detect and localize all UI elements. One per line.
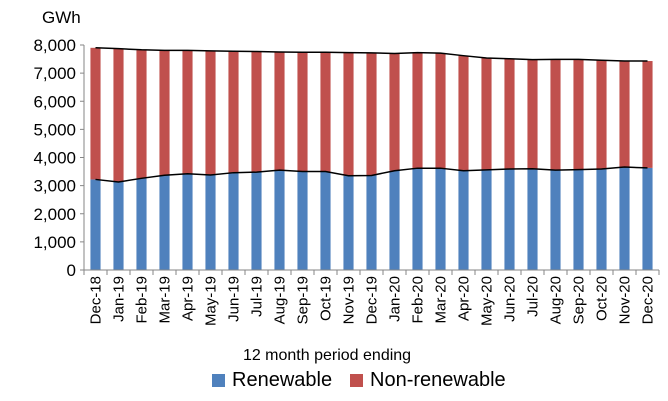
bar-non-renewable: [205, 50, 216, 175]
bar-renewable: [527, 168, 538, 270]
legend: Renewable Non-renewable: [212, 369, 506, 391]
bar-renewable: [573, 169, 584, 270]
x-tick-label: Aug-19: [272, 276, 289, 324]
y-tick-label: 2,000: [33, 205, 76, 224]
y-tick-label: 5,000: [33, 120, 76, 139]
x-axis-ticks: Dec-18 Jan-19 Feb-19 Mar-19 Apr-19 May-19 Jun-…: [83, 270, 660, 326]
bar-renewable: [412, 168, 423, 270]
x-tick-label: Dec-19: [364, 276, 381, 324]
x-tick-label: Dec-20: [640, 276, 657, 324]
bar-non-renewable: [527, 59, 538, 169]
legend-swatch: [350, 374, 363, 387]
y-tick-label: 3,000: [33, 177, 76, 196]
bar-renewable: [458, 170, 469, 270]
bar-renewable: [366, 175, 377, 270]
x-tick-label: Oct-19: [318, 276, 335, 321]
x-tick-label: Apr-19: [180, 276, 197, 321]
bars: [90, 47, 653, 270]
bar-renewable: [435, 168, 446, 270]
bar-non-renewable: [343, 52, 354, 176]
bar-renewable: [596, 169, 607, 270]
x-tick-label: Sep-20: [571, 276, 588, 324]
x-tick-label: Nov-19: [341, 276, 358, 324]
x-tick-label: Jul-20: [525, 276, 542, 317]
bar-non-renewable: [159, 50, 170, 176]
bar-non-renewable: [642, 61, 653, 168]
x-tick-label: Dec-18: [88, 276, 105, 324]
bar-renewable: [182, 173, 193, 270]
bar-renewable: [320, 171, 331, 270]
trend-lines: [95, 47, 648, 183]
x-tick-label: Jan-19: [111, 276, 128, 322]
x-tick-label: May-19: [203, 276, 220, 326]
x-tick-label: Mar-20: [433, 276, 450, 324]
x-tick-label: Jul-19: [249, 276, 266, 317]
bar-renewable: [297, 171, 308, 270]
bar-renewable: [343, 175, 354, 270]
bar-non-renewable: [435, 53, 446, 169]
bar-non-renewable: [619, 61, 630, 168]
x-axis-title: 12 month period ending: [243, 347, 411, 364]
x-tick-label: Jun-19: [226, 276, 243, 322]
bar-non-renewable: [550, 59, 561, 171]
bar-renewable: [389, 170, 400, 270]
bar-non-renewable: [113, 48, 124, 182]
bar-non-renewable: [504, 58, 515, 170]
bar-non-renewable: [596, 60, 607, 170]
bar-renewable: [642, 167, 653, 270]
x-tick-label: Jun-20: [502, 276, 519, 322]
bar-non-renewable: [297, 52, 308, 172]
bar-non-renewable: [274, 52, 285, 171]
x-tick-label: Sep-19: [295, 276, 312, 324]
bar-renewable: [251, 172, 262, 270]
x-tick-label: Oct-20: [594, 276, 611, 321]
x-tick-label: Mar-19: [157, 276, 174, 324]
bar-non-renewable: [481, 57, 492, 170]
legend-swatch: [212, 374, 225, 387]
y-unit-label: GWh: [42, 8, 81, 27]
y-tick-label: 7,000: [33, 64, 76, 83]
x-tick-label: Apr-20: [456, 276, 473, 321]
bar-renewable: [228, 172, 239, 270]
bar-non-renewable: [90, 47, 101, 180]
y-tick-label: 4,000: [33, 149, 76, 168]
y-tick-label: 1,000: [33, 233, 76, 252]
bar-renewable: [90, 179, 101, 270]
bar-renewable: [274, 170, 285, 270]
y-tick-label: 6,000: [33, 92, 76, 111]
x-tick-label: Aug-20: [548, 276, 565, 324]
legend-label: Renewable: [232, 369, 332, 391]
y-tick-label: 8,000: [33, 36, 76, 55]
x-tick-label: Feb-20: [410, 276, 427, 324]
bar-renewable: [550, 170, 561, 270]
bar-non-renewable: [389, 53, 400, 171]
y-tick-label: 0: [67, 261, 76, 280]
bar-non-renewable: [228, 51, 239, 173]
y-axis-ticks: 0 1,000 2,000 3,000 4,000 5,000 6,000 7,000 8,00…: [33, 36, 84, 280]
x-tick-label: Jan-20: [387, 276, 404, 322]
bar-non-renewable: [251, 51, 262, 173]
bar-non-renewable: [573, 59, 584, 170]
bar-renewable: [481, 169, 492, 270]
bar-non-renewable: [366, 52, 377, 176]
bar-renewable: [136, 178, 147, 270]
bar-non-renewable: [136, 49, 147, 179]
bar-non-renewable: [320, 52, 331, 172]
bar-non-renewable: [412, 52, 423, 169]
bar-renewable: [159, 175, 170, 270]
renewable-trend-line: [95, 166, 648, 183]
x-tick-label: Nov-20: [617, 276, 634, 324]
bar-renewable: [113, 181, 124, 270]
bar-non-renewable: [458, 55, 469, 171]
total-trend-line: [95, 47, 648, 62]
bar-renewable: [205, 174, 216, 270]
bar-renewable: [619, 167, 630, 270]
bar-renewable: [504, 169, 515, 270]
bar-non-renewable: [182, 50, 193, 174]
legend-label: Non-renewable: [370, 369, 506, 391]
x-tick-label: Feb-19: [134, 276, 151, 324]
x-tick-label: May-20: [479, 276, 496, 326]
